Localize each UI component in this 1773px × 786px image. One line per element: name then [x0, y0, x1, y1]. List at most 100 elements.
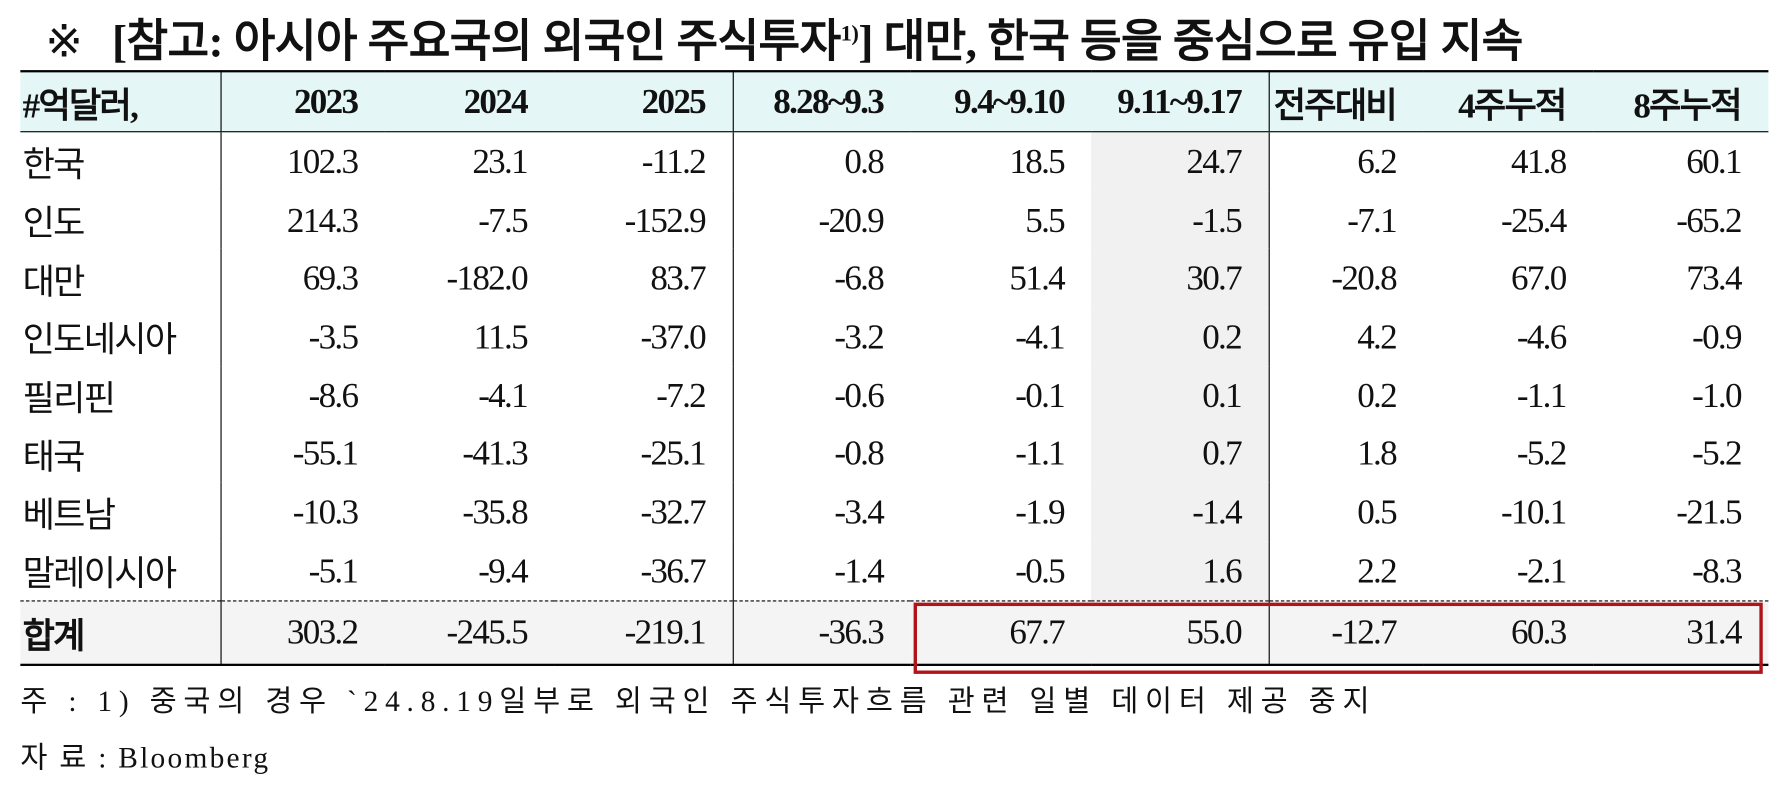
data-table: #억달러, 2023 2024 2025 8.28~9.3 9.4~9.10 9.11~9.…: [20, 70, 1768, 665]
cell: 55.0: [1186, 611, 1242, 652]
cell: 5.5: [1025, 199, 1065, 240]
cell: 8주누적: [1633, 85, 1742, 125]
cell: 0.8: [732, 131, 911, 191]
cell: 0.7: [1091, 424, 1269, 483]
cell: 67.0: [1511, 258, 1567, 298]
cell: -3.4: [732, 482, 911, 542]
cell: 8.28~9.3: [732, 71, 911, 132]
table-row: 필리핀 -8.6 -4.1 -7.2 -0.6 -0.1 0.1 0.2 -1.1 -1.0: [20, 366, 1768, 425]
row-label: 인도네시아: [22, 320, 177, 361]
table-row: 인도 214.3 -7.5 -152.9 -20.9 5.5 -1.5 -7.1 -25.4 -6…: [20, 190, 1768, 250]
cell: -0.9: [1692, 316, 1742, 357]
row-label: 태국: [22, 437, 86, 477]
cell: -5.1: [219, 541, 385, 601]
cell: -8.6: [219, 366, 385, 425]
cell: -12.7: [1268, 600, 1424, 665]
row-label: 말레이시아: [22, 554, 177, 594]
cell: 6.2: [1268, 131, 1424, 191]
cell: -37.0: [640, 316, 706, 357]
cell: -25.4: [1501, 199, 1567, 240]
cell: 303.2: [219, 600, 385, 665]
cell: 69.3: [219, 249, 385, 308]
cell: 1.6: [1091, 541, 1269, 601]
cell: 전주대비: [1268, 71, 1424, 132]
cell: -0.1: [1015, 374, 1065, 415]
cell: 60.3: [1511, 611, 1567, 652]
row-label: 베트남: [22, 495, 116, 536]
cell: 2025: [641, 81, 707, 121]
cell: -245.5: [446, 611, 529, 652]
cell: 1.8: [1268, 424, 1424, 483]
cell: 24.7: [1091, 131, 1269, 191]
cell: -8.3: [1692, 550, 1742, 590]
row-label: 대만: [22, 262, 86, 302]
cell: 30.7: [1091, 249, 1269, 308]
cell: -20.9: [732, 190, 911, 250]
cell: -1.1: [1015, 433, 1065, 473]
cell: -4.6: [1516, 316, 1567, 357]
cell: -1.4: [1091, 482, 1269, 542]
cell: -0.6: [732, 366, 911, 425]
cell: -219.1: [624, 611, 707, 652]
cell: -2.1: [1516, 550, 1567, 590]
cell: -1.9: [1015, 491, 1065, 532]
highlight-box: [913, 602, 1763, 674]
cell: 9.4~9.10: [954, 81, 1066, 121]
cell: -21.5: [1676, 491, 1742, 532]
table-row: 대만 69.3 -182.0 83.7 -6.8 51.4 30.7 -20.8 67.0 73.…: [20, 249, 1768, 308]
cell: -9.4: [478, 550, 528, 590]
cell: -152.9: [624, 199, 707, 240]
cell: 4주누적: [1458, 85, 1567, 125]
cell: -10.3: [219, 482, 385, 542]
cell: -35.8: [462, 491, 528, 532]
cell: -3.2: [732, 307, 911, 367]
cell: -0.5: [1015, 550, 1065, 590]
cell: -1.0: [1692, 374, 1742, 415]
footnote: 주 : 1) 중국의 경우 `24.8.19일부로 외국인 주식투자흐름 관련 …: [20, 685, 1377, 718]
cell: 41.8: [1511, 141, 1567, 181]
cell: -1.5: [1091, 190, 1269, 250]
cell: 67.7: [1009, 611, 1065, 652]
title: ※ [참고: 아시아 주요국의 외국인 주식투자1)] 대만, 한국 등을 중심으…: [45, 5, 1523, 71]
cell: -0.8: [732, 424, 911, 483]
title-text: ] 대만, 한국 등을 중심으로 유입 지속: [858, 15, 1523, 67]
cell: 18.5: [1009, 141, 1065, 181]
cell: -55.1: [219, 424, 385, 483]
cell: -1.4: [732, 541, 911, 601]
row-label: 필리핀: [22, 378, 116, 419]
cell: 2023: [219, 71, 385, 132]
cell: -20.8: [1268, 249, 1424, 308]
cell: 83.7: [650, 258, 706, 298]
cell: 4.2: [1268, 307, 1424, 367]
cell: 60.1: [1686, 141, 1742, 181]
cell: 2024: [463, 81, 529, 121]
cell: 11.5: [473, 316, 529, 357]
cell: -41.3: [462, 433, 528, 473]
row-label: 한국: [22, 145, 86, 185]
cell: -6.8: [732, 249, 911, 308]
row-label: 인도: [22, 203, 86, 244]
cell: -10.1: [1501, 491, 1567, 532]
cell: -7.1: [1268, 190, 1424, 250]
cell: 214.3: [219, 190, 385, 250]
cell: 0.2: [1091, 307, 1269, 367]
cell: 2.2: [1268, 541, 1424, 601]
table-row: #억달러, 2023 2024 2025 8.28~9.3 9.4~9.10 9.11~9.…: [20, 71, 1768, 132]
title-mark: ※: [45, 15, 83, 67]
cell: -25.1: [640, 433, 706, 473]
cell: -36.7: [640, 550, 706, 590]
cell: -5.2: [1692, 433, 1742, 473]
cell: -7.2: [656, 374, 706, 415]
cell: 0.2: [1268, 366, 1424, 425]
cell: 0.5: [1268, 482, 1424, 542]
cell: -3.5: [219, 307, 385, 367]
cell: -7.5: [478, 199, 528, 240]
row-label: #억달러,: [22, 85, 139, 125]
cell: -182.0: [446, 258, 529, 298]
row-label: 합계: [22, 615, 86, 656]
table-row: 말레이시아 -5.1 -9.4 -36.7 -1.4 -0.5 1.6 2.2 -2.1 -8.3: [20, 541, 1768, 601]
table-row: 베트남 -10.3 -35.8 -32.7 -3.4 -1.9 -1.4 0.5 -10.1 -2…: [20, 482, 1768, 542]
cell: -4.1: [478, 374, 528, 415]
title-text: [참고: 아시아 주요국의 외국인 주식투자: [111, 15, 841, 67]
cell: -36.3: [732, 600, 911, 665]
